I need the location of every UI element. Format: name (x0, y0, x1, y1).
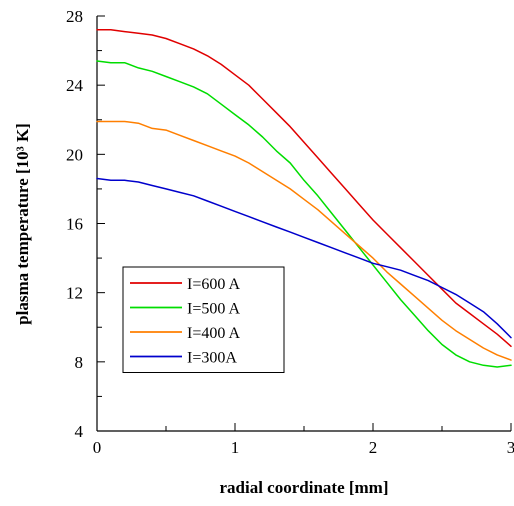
y-tick-label: 24 (66, 76, 84, 95)
y-tick-label: 28 (66, 7, 83, 26)
x-tick-label: 3 (507, 438, 514, 457)
y-tick-label: 8 (75, 353, 84, 372)
y-axis-ticks: 4 8 12 16 20 24 28 (66, 7, 105, 441)
series-lines (96, 29, 512, 368)
legend: I=600 A I=500 A I=400 A I=300A (122, 266, 285, 373)
x-axis-ticks: 0 1 2 3 (93, 423, 514, 457)
legend-label: I=500 A (187, 301, 240, 318)
y-tick-label: 12 (66, 284, 83, 303)
y-tick-label: 20 (66, 145, 83, 164)
y-tick-label: 16 (66, 215, 83, 234)
series-line-2 (96, 60, 512, 368)
legend-label: I=400 A (187, 325, 240, 342)
y-axis-title: plasma temperature [10³ K] (13, 123, 32, 325)
legend-box (122, 266, 285, 373)
legend-label: I=600 A (187, 276, 240, 293)
legend-label: I=300A (187, 350, 237, 367)
y-tick-label: 4 (75, 422, 84, 441)
x-axis-title: radial coordinate [mm] (219, 478, 388, 497)
x-tick-label: 2 (369, 438, 378, 457)
series-line-4 (96, 177, 512, 339)
x-tick-label: 1 (231, 438, 240, 457)
series-line-1 (96, 29, 512, 348)
series-line-3 (96, 120, 512, 361)
x-tick-label: 0 (93, 438, 102, 457)
